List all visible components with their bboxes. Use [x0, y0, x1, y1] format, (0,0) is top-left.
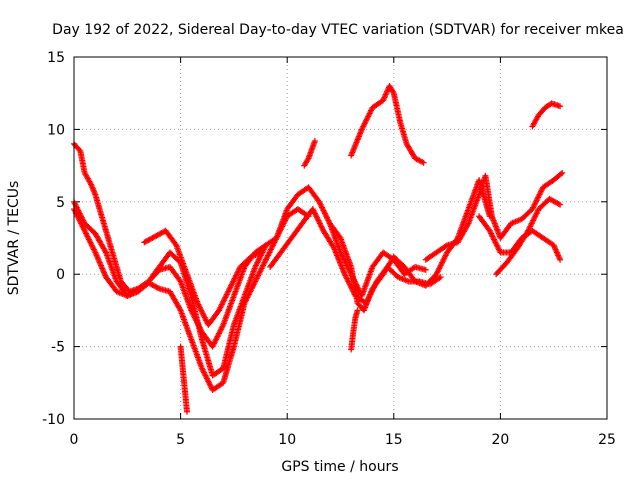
y-tick-label: 15 [47, 50, 65, 66]
series-sat-n [177, 343, 190, 415]
data-point [557, 256, 564, 263]
data-point [258, 249, 265, 256]
data-point [176, 306, 183, 313]
data-point [437, 274, 444, 281]
data-point [420, 159, 427, 166]
data-point [102, 248, 109, 255]
data-marks [71, 82, 566, 415]
series-sat-c [71, 206, 269, 394]
series-sat-m [348, 307, 361, 353]
data-point [422, 266, 429, 273]
series-sat-d [141, 227, 265, 328]
series-sat-k [348, 82, 427, 166]
x-tick-label: 10 [278, 432, 296, 448]
plot-frame [73, 56, 608, 420]
data-point [558, 170, 565, 177]
x-tick-label: 0 [70, 432, 79, 448]
x-tick-label: 25 [598, 432, 616, 448]
series-sat-i [476, 213, 564, 263]
data-point [555, 200, 562, 207]
x-tick-label: 15 [385, 432, 403, 448]
chart-title: Day 192 of 2022, Sidereal Day-to-day VTE… [52, 22, 624, 38]
data-point [557, 201, 564, 208]
data-point [559, 169, 566, 176]
y-tick-label: -5 [51, 340, 65, 356]
x-tick-label: 20 [491, 432, 509, 448]
series-sat-j [493, 195, 564, 278]
y-tick-label: -10 [42, 412, 65, 428]
data-point [557, 103, 564, 110]
data-point [311, 137, 318, 144]
data-point [464, 221, 471, 228]
y-axis-label: SDTVAR / TECUs [6, 181, 22, 296]
data-point [154, 284, 161, 291]
x-axis-label: GPS time / hours [281, 459, 398, 475]
x-tick-label: 5 [176, 432, 185, 448]
data-point [436, 275, 443, 282]
series-sat-l [529, 100, 564, 130]
y-tick-label: 0 [56, 267, 65, 283]
y-tick-label: 5 [56, 195, 65, 211]
data-point [76, 146, 83, 153]
series-sat-h [422, 169, 566, 263]
data-point [442, 243, 449, 250]
tick-labels: 0 5 10 15 20 25 -10 -5 0 5 10 15 [42, 50, 616, 448]
data-point [183, 408, 190, 415]
series-sat-g [326, 177, 493, 314]
data-point [354, 307, 361, 314]
series-sat-o [301, 137, 318, 169]
y-tick-label: 10 [47, 122, 65, 138]
